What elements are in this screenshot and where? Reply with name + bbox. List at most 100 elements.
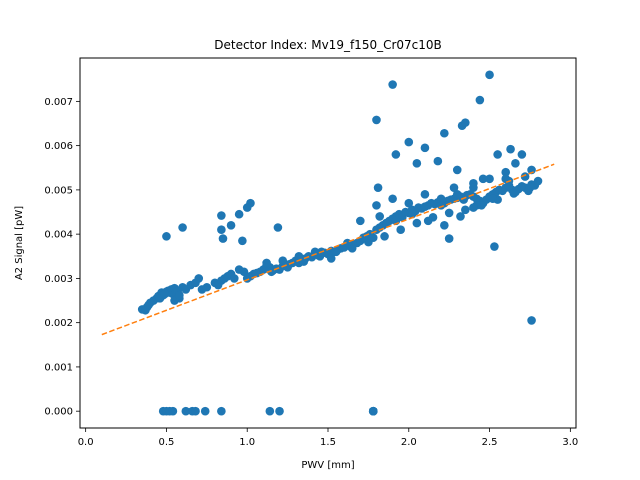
scatter-point [461,118,470,127]
y-axis: 0.000 0.001 0.002 0.003 0.004 0.005 0.006 0.007 [44,97,80,418]
scatter-point [436,194,446,204]
scatter-point [423,216,433,226]
y-tick-label: 0.000 [44,407,73,418]
scatter-point [485,70,494,80]
scatter-point [238,236,247,246]
scatter-point [181,406,191,416]
scatter-point [226,221,236,230]
x-tick-label: 1.5 [320,437,336,448]
scatter-point [218,234,228,243]
scatter-point [404,137,414,147]
scatter-point [490,242,499,251]
scatter-point [380,232,389,241]
scatter-point [391,150,401,159]
scatter-point [144,300,153,310]
scatter-point [456,212,465,221]
scatter-point [162,232,171,241]
scatter-point [242,203,252,212]
scatter-point [194,274,204,283]
y-tick-label: 0.007 [44,97,73,108]
scatter-point [373,183,383,192]
x-axis: 0.0 0.5 1.0 1.5 2.0 2.5 3.0 [78,428,578,448]
y-tick-label: 0.006 [44,141,73,152]
scatter-point [294,251,304,261]
fit-line [101,163,555,336]
y-tick-label: 0.001 [44,362,73,373]
scatter-point [372,201,381,210]
scatter-point [200,406,210,416]
scatter-point [388,80,397,89]
scatter-point [178,223,187,232]
scatter-point [388,194,397,204]
chart-title: Detector Index: Mv19_f150_Cr07c10B [214,38,442,52]
y-tick-label: 0.002 [44,318,73,329]
scatter-point [168,406,178,416]
scatter-point [420,190,430,199]
scatter-point [265,406,275,416]
x-tick-label: 1.0 [239,437,255,448]
scatter-point [420,143,430,153]
scatter-point [396,225,406,235]
scatter-point [202,282,212,292]
scatter-point [506,144,515,154]
scatter-point [217,211,226,220]
scatter-point [449,183,459,192]
scatter-point [501,167,511,177]
x-axis-label: PWV [mm] [301,460,354,471]
scatter-point [191,406,200,416]
x-tick-label: 2.5 [482,437,498,448]
scatter-point [356,216,365,226]
scatter-point [331,247,341,257]
scatter-point [452,165,462,175]
scatter-point [326,254,336,263]
scatter-point [278,256,288,266]
scatter-point [440,128,449,138]
y-tick-label: 0.005 [44,185,73,196]
scatter-point [461,205,470,215]
y-tick-label: 0.003 [44,274,73,285]
scatter-point [527,316,536,325]
scatter-point [404,198,414,208]
scatter-point [412,218,422,228]
scatter-point [440,221,449,230]
scatter-point [273,223,283,232]
scatter-point [262,258,271,268]
scatter-point [520,172,530,181]
scatter-point [217,406,226,416]
scatter-point [310,247,320,257]
scatter-point [412,159,422,168]
scatter-point [469,183,478,192]
scatter-point [509,189,519,198]
scatter-point [229,274,239,283]
scatter-point [175,290,184,300]
scatter-point [452,190,462,199]
x-tick-label: 2.0 [401,437,417,448]
y-tick-label: 0.004 [44,230,73,241]
scatter-point [533,176,543,186]
scatter-point [478,174,488,184]
scatter-point [444,234,454,243]
scatter-point [488,194,498,204]
scatter-point [475,95,485,105]
scatter-point [275,406,284,416]
scatter-point [160,289,170,299]
scatter-point [485,174,494,184]
x-tick-label: 0.0 [78,437,94,448]
scatter-point [444,208,454,218]
scatter-point [368,406,378,416]
scatter-point [517,150,527,159]
scatter-point [511,159,520,168]
scatter-point [375,212,385,221]
y-axis-label: A2 Signal [pW] [14,206,25,280]
x-tick-label: 3.0 [562,437,578,448]
fit-line-layer [101,163,555,336]
x-tick-label: 0.5 [158,437,174,448]
scatter-point [217,225,226,235]
scatter-point [469,203,478,212]
scatter-point [407,209,417,219]
scatter-point [267,267,276,277]
scatter-point [493,150,502,159]
scatter-point [234,209,244,219]
